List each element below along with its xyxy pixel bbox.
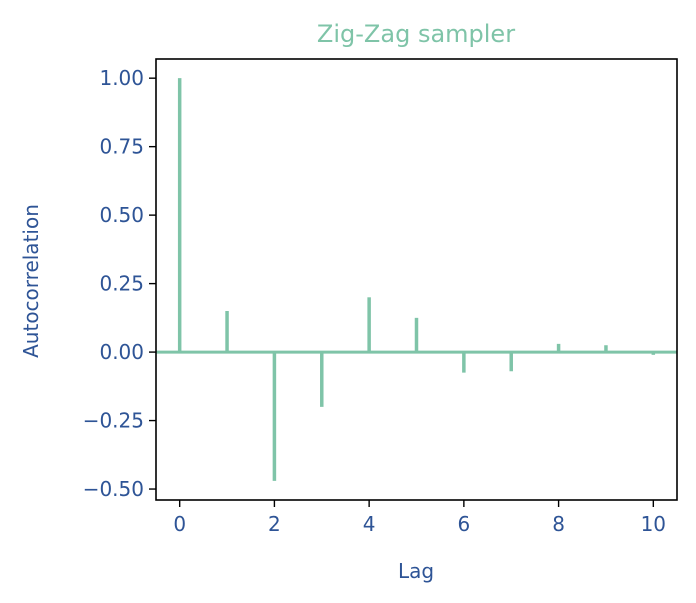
y-tick-label: 0.75 <box>99 135 144 159</box>
y-tick-label: 0.25 <box>99 272 144 296</box>
plot-area <box>156 78 677 481</box>
axes-frame <box>155 58 678 501</box>
y-axis-label: Autocorrelation <box>19 204 43 358</box>
y-axis: 1.00 0.75 0.50 0.25 0.00 −0.25 −0.50 <box>83 66 156 501</box>
x-tick-label: 0 <box>173 512 186 536</box>
y-tick-label: −0.50 <box>83 477 144 501</box>
chart-title: Zig-Zag sampler <box>317 20 515 48</box>
x-tick-label: 10 <box>641 512 666 536</box>
y-tick-label: −0.25 <box>83 409 144 433</box>
x-axis: 0 2 4 6 8 10 <box>173 500 666 536</box>
x-tick-label: 2 <box>268 512 281 536</box>
x-axis-label: Lag <box>398 559 434 583</box>
x-tick-label: 4 <box>363 512 376 536</box>
x-tick-label: 6 <box>457 512 470 536</box>
x-tick-label: 8 <box>552 512 565 536</box>
y-tick-label: 1.00 <box>99 66 144 90</box>
y-tick-label: 0.50 <box>99 203 144 227</box>
y-tick-label: 0.00 <box>99 340 144 364</box>
